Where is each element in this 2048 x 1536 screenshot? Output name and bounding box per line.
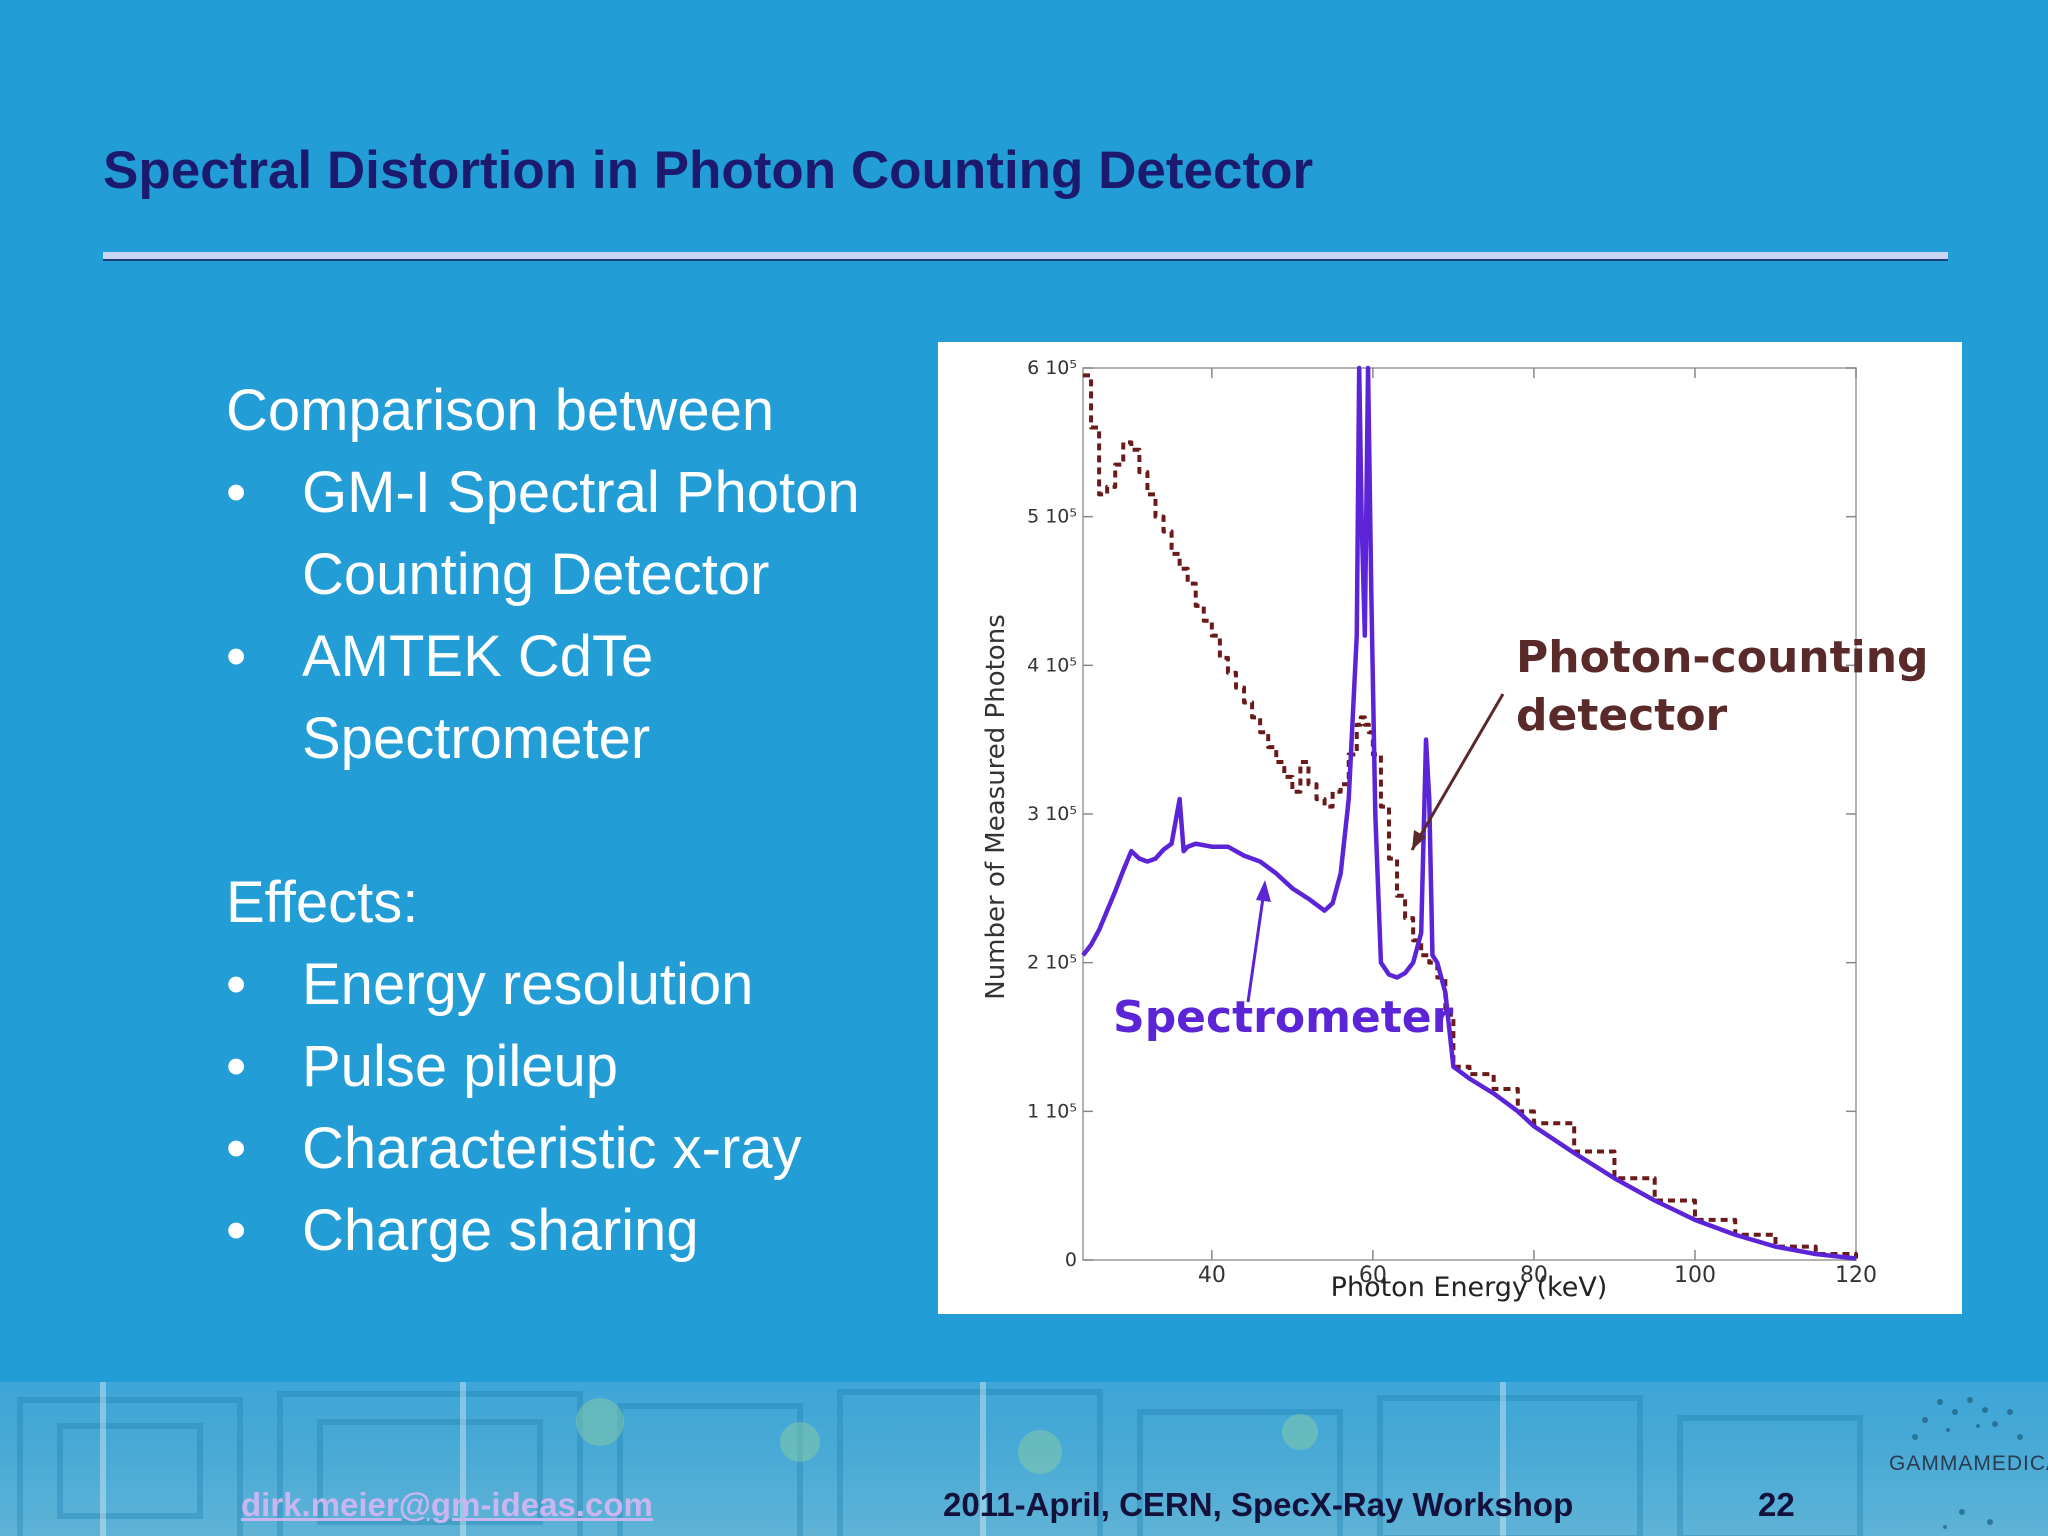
- comparison-heading: Comparison between: [226, 378, 775, 443]
- photon-counting-arrow-head-icon: [1412, 830, 1426, 850]
- effects-item: • Characteristic x-ray: [226, 1108, 860, 1190]
- page-number: 22: [1758, 1486, 1795, 1523]
- x-tick-label: 100: [1674, 1263, 1716, 1288]
- spectrometer-series-line: [1081, 365, 1857, 1261]
- bullet-icon: •: [226, 1116, 247, 1181]
- y-axis-label: Number of Measured Photons: [981, 614, 1011, 1000]
- photon-counting-arrow: [1410, 693, 1505, 851]
- comparison-item-text: AMTEK CdTe: [302, 624, 654, 689]
- effects-item-text: Energy resolution: [302, 952, 754, 1017]
- x-tick-label: 120: [1835, 1263, 1877, 1288]
- y-tick-label: 4 10⁵: [1027, 654, 1077, 676]
- comparison-item-text: GM-I Spectral Photon: [302, 460, 860, 525]
- effects-item-text: Pulse pileup: [302, 1034, 618, 1099]
- x-tick-label: 40: [1198, 1263, 1226, 1288]
- bullet-icon: •: [226, 1034, 247, 1099]
- spectrum-chart: 40 60 80 100 120 0 1 10⁵ 2 10⁵ 3 10⁵ 4 10⁵ 5 10⁵ 6 …: [981, 357, 1929, 1303]
- photon-counting-annotation-line2: detector: [1516, 690, 1728, 741]
- spectrometer-arrow-head-icon: [1256, 880, 1271, 902]
- bullet-icon: •: [226, 1198, 247, 1263]
- event-label: 2011-April, CERN, SpecX-Ray Workshop: [943, 1486, 1574, 1523]
- spectrum-chart-panel: 40 60 80 100 120 0 1 10⁵ 2 10⁵ 3 10⁵ 4 10⁵ 5 10⁵ 6 …: [938, 342, 1962, 1314]
- x-tick-label: 60: [1359, 1263, 1387, 1288]
- slide-title: Spectral Distortion in Photon Counting D…: [103, 141, 1314, 200]
- x-axis-label: Photon Energy (keV): [1331, 1272, 1608, 1303]
- y-tick-label: 2 10⁵: [1027, 952, 1077, 974]
- effects-item: • Charge sharing: [226, 1190, 860, 1272]
- comparison-item-continuation: Spectrometer: [302, 706, 651, 771]
- effects-item-text: Characteristic x-ray: [302, 1116, 802, 1181]
- bullet-icon: •: [226, 624, 247, 689]
- tick-labels: 40 60 80 100 120 0 1 10⁵ 2 10⁵ 3 10⁵ 4 10⁵ 5 10⁵ 6 …: [1027, 357, 1877, 1288]
- effects-item-text: Charge sharing: [302, 1198, 699, 1263]
- spectrometer-annotation: Spectrometer: [1113, 992, 1454, 1043]
- title-divider: [103, 252, 1948, 261]
- comparison-item: • GM-I Spectral Photon: [226, 452, 860, 534]
- gammamedica-logo: GAMMAMEDICA: [1889, 1452, 2048, 1475]
- photon-counting-annotation: Photon-counting: [1516, 632, 1929, 683]
- circuit-board-decoration: [17, 1382, 2023, 1536]
- comparison-item-continuation: Counting Detector: [302, 542, 770, 607]
- footer-bar: dirk.meier@gm-ideas.com 2011-April, CERN…: [0, 1382, 2048, 1536]
- bullet-icon: •: [226, 460, 247, 525]
- series-layer: [1081, 365, 1858, 1261]
- effects-item: • Pulse pileup: [226, 1026, 860, 1108]
- text-content: Comparison between • GM-I Spectral Photo…: [226, 370, 860, 1272]
- effects-item: • Energy resolution: [226, 944, 860, 1026]
- bullet-icon: •: [226, 952, 247, 1017]
- photon-counting-series-line: [1083, 373, 1858, 1259]
- contact-email-link[interactable]: dirk.meier@gm-ideas.com: [241, 1486, 653, 1523]
- spectrometer-arrow: [1246, 883, 1267, 1003]
- y-tick-label: 3 10⁵: [1027, 803, 1077, 825]
- x-tick-label: 80: [1520, 1263, 1548, 1288]
- y-tick-label: 5 10⁵: [1027, 506, 1077, 528]
- spacer: [226, 780, 860, 862]
- comparison-item: • AMTEK CdTe: [226, 616, 860, 698]
- effects-heading: Effects:: [226, 870, 419, 935]
- y-tick-label: 1 10⁵: [1027, 1100, 1077, 1122]
- plot-frame: [1082, 367, 1857, 1261]
- y-tick-label: 0: [1065, 1249, 1077, 1271]
- y-tick-label: 6 10⁵: [1027, 357, 1077, 379]
